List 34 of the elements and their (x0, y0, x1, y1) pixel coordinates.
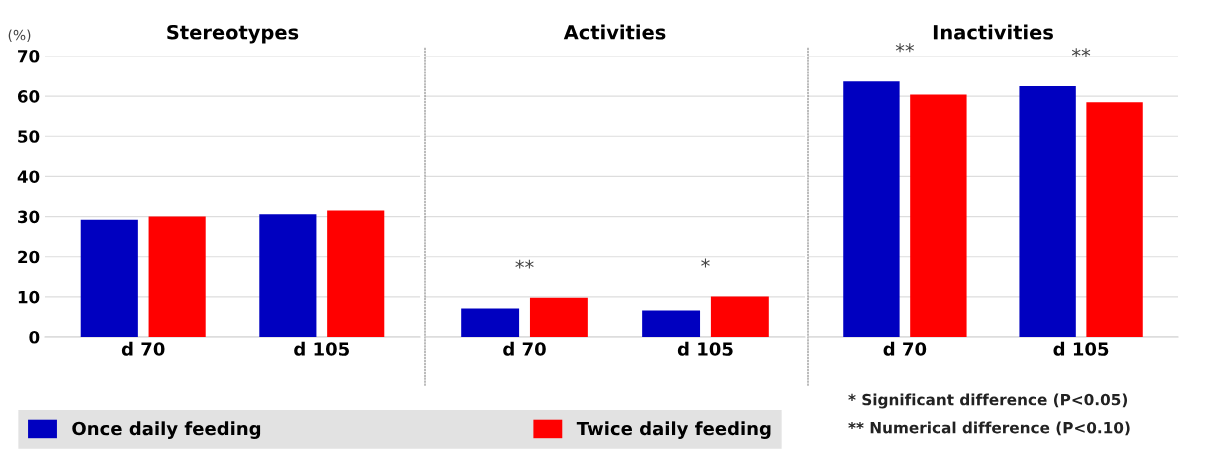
y-tick-label: 40 (17, 170, 40, 183)
bar (642, 310, 701, 337)
y-tick-label: 50 (18, 130, 40, 143)
annotation: * (701, 258, 710, 268)
chart-title: Inactivities (933, 24, 1053, 40)
annotation: ** (515, 259, 534, 269)
bar (529, 297, 588, 337)
legend-label: Once daily feeding (72, 421, 261, 439)
x-tick-label: d 70 (121, 341, 165, 356)
y-axis-title: (%) (8, 29, 31, 42)
text: ** Numerical difference (P<0.10) (848, 421, 1130, 436)
text: ** (895, 43, 915, 53)
y-tick-label: 0 (29, 330, 40, 344)
x-tick-label: d 105 (677, 341, 733, 356)
x-tick-label: d 70 (883, 341, 927, 356)
text: * Significant difference (P<0.05) (848, 393, 1128, 409)
annotation: ** (1071, 48, 1091, 58)
x-tick-label: d 105 (294, 341, 349, 356)
bar (843, 81, 900, 337)
y-tick-label: 10 (18, 290, 40, 304)
x-tick-label: d 70 (503, 341, 546, 356)
chart-title: Stereotypes (167, 24, 299, 44)
legend-label: Twice daily feeding (576, 421, 771, 439)
bar (710, 296, 769, 337)
chart-title: Activities (563, 24, 666, 40)
bar (461, 308, 520, 337)
y-tick-label: 20 (18, 250, 40, 264)
x-tick-label: d 105 (1053, 341, 1109, 356)
bar (1086, 102, 1143, 337)
y-tick-label: 70 (18, 49, 40, 63)
y-tick-label: 30 (18, 210, 40, 224)
y-tick-label: 60 (17, 90, 40, 103)
bar (910, 94, 967, 337)
bar (1019, 86, 1076, 337)
